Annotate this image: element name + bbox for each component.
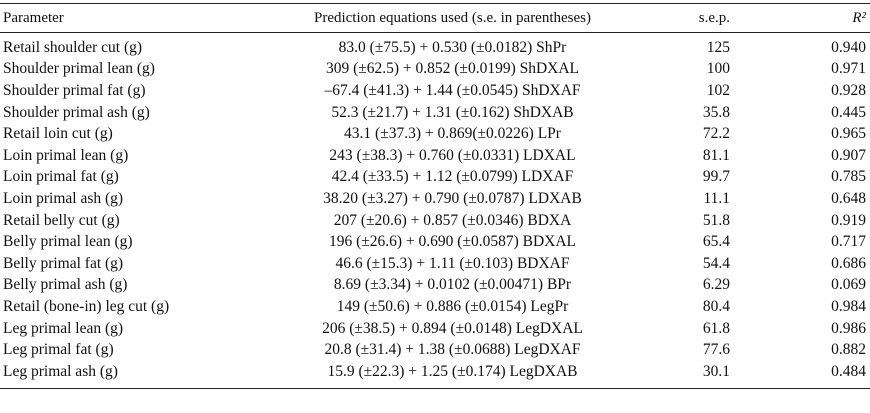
table-row: Retail (bone-in) leg cut (g) 149 (±50.6) … <box>0 296 870 318</box>
table-cell: Belly primal fat (g) <box>3 254 124 272</box>
table-cell: 0.971 <box>831 60 866 78</box>
table-row: Retail belly cut (g) 207 (±20.6) + 0.857 … <box>0 210 870 232</box>
table-cell: 30.1 <box>702 362 730 380</box>
table-cell: Loin primal fat (g) <box>3 168 119 186</box>
table-cell: Leg primal lean (g) <box>3 319 124 337</box>
header-cell: Parameter <box>0 3 275 33</box>
table-cell: 207 (±20.6) + 0.857 (±0.0346) BDXA <box>333 211 572 229</box>
table-cell: 54.4 <box>702 254 730 272</box>
table-cell: 42.4 (±33.5) + 1.12 (±0.0799) LDXAF <box>331 168 574 186</box>
table-cell: Shoulder primal ash (g) <box>3 103 150 121</box>
table-row: Belly primal fat (g) 46.6 (±15.3) + 1.11 … <box>0 253 870 275</box>
table-row: Leg primal lean (g) 206 (±38.5) + 0.894 (… <box>0 318 870 340</box>
table-row: Shoulder primal fat (g) –67.4 (±41.3) + 1… <box>0 80 870 102</box>
table-body: Retail shoulder cut (g) 83.0 (±75.5) + 0.… <box>0 33 870 389</box>
table-cell: 0.940 <box>831 38 866 56</box>
table-cell: Loin primal ash (g) <box>3 189 124 207</box>
table-cell: Retail belly cut (g) <box>3 211 120 229</box>
table-cell: 100 <box>706 60 730 78</box>
table-cell: 0.919 <box>831 211 866 229</box>
table-cell: Retail shoulder cut (g) <box>3 38 143 56</box>
table-row: Belly primal lean (g) 196 (±26.6) + 0.690… <box>0 231 870 253</box>
table-row: Loin primal ash (g) 38.20 (±3.27) + 0.790… <box>0 188 870 210</box>
table-row: Leg primal fat (g) 20.8 (±31.4) + 1.38 (±… <box>0 339 870 361</box>
table-cell: 309 (±62.5) + 0.852 (±0.0199) ShDXAL <box>325 60 580 78</box>
table-cell: 206 (±38.5) + 0.894 (±0.0148) LegDXAL <box>322 319 583 337</box>
table-cell: Loin primal lean (g) <box>3 146 129 164</box>
table-cell: 0.928 <box>831 81 866 99</box>
table-cell: 65.4 <box>702 233 730 251</box>
table-cell: 35.8 <box>702 103 730 121</box>
table-cell: 51.8 <box>702 211 730 229</box>
table-cell: 8.69 (±3.34) + 0.0102 (±0.00471) BPr <box>333 276 572 294</box>
table-cell: Belly primal ash (g) <box>3 276 128 294</box>
table-cell: 6.29 <box>702 276 730 294</box>
table-cell: Retail (bone-in) leg cut (g) <box>3 297 170 315</box>
table-cell: 11.1 <box>703 189 730 207</box>
table-row: Retail loin cut (g) 43.1 (±37.3) + 0.869(… <box>0 123 870 145</box>
table-cell: 83.0 (±75.5) + 0.530 (±0.0182) ShPr <box>338 38 567 56</box>
table-cell: 52.3 (±21.7) + 1.31 (±0.162) ShDXAB <box>331 103 574 121</box>
table-row: Leg primal ash (g) 15.9 (±22.3) + 1.25 (±… <box>0 361 870 388</box>
table-cell: 243 (±38.3) + 0.760 (±0.0331) LDXAL <box>329 146 576 164</box>
table-cell: 80.4 <box>702 297 730 315</box>
table-row: Shoulder primal lean (g) 309 (±62.5) + 0.… <box>0 59 870 81</box>
table-cell: 0.882 <box>831 341 866 359</box>
table-cell: Shoulder primal fat (g) <box>3 81 146 99</box>
table-cell: Leg primal ash (g) <box>3 362 118 380</box>
header-cell: Prediction equations used (s.e. in paren… <box>275 3 630 33</box>
header-cell: R² <box>730 3 870 33</box>
table-cell: 77.6 <box>702 341 730 359</box>
table-cell: 38.20 (±3.27) + 0.790 (±0.0787) LDXAB <box>323 189 582 207</box>
table-cell: 20.8 (±31.4) + 1.38 (±0.0688) LegDXAF <box>324 341 581 359</box>
table-cell: Belly primal lean (g) <box>3 233 133 251</box>
table-cell: 0.965 <box>831 125 866 143</box>
table-cell: 0.484 <box>831 362 866 380</box>
table-row: Retail shoulder cut (g) 83.0 (±75.5) + 0.… <box>0 33 870 59</box>
table-cell: 61.8 <box>702 319 730 337</box>
table-cell: Shoulder primal lean (g) <box>3 60 155 78</box>
table-cell: 0.069 <box>831 276 866 294</box>
table-row: Loin primal fat (g) 42.4 (±33.5) + 1.12 (… <box>0 167 870 189</box>
table-cell: 0.984 <box>831 297 866 315</box>
table-cell: 0.648 <box>831 189 866 207</box>
table-row: Shoulder primal ash (g) 52.3 (±21.7) + 1.… <box>0 102 870 124</box>
table-cell: 196 (±26.6) + 0.690 (±0.0587) BDXAL <box>328 233 577 251</box>
header-row: Parameter Prediction equations used (s.e.… <box>0 3 870 33</box>
header-cell: s.e.p. <box>630 3 730 33</box>
table-cell: 0.445 <box>831 103 866 121</box>
table-cell: 0.686 <box>831 254 866 272</box>
data-table: Parameter Prediction equations used (s.e.… <box>0 3 870 389</box>
table-cell: 125 <box>706 38 730 56</box>
table-cell: 15.9 (±22.3) + 1.25 (±0.174) LegDXAB <box>327 362 578 380</box>
table-cell: 0.785 <box>831 168 866 186</box>
table-row: Loin primal lean (g) 243 (±38.3) + 0.760 … <box>0 145 870 167</box>
table-cell: 43.1 (±37.3) + 0.869(±0.0226) LPr <box>344 125 561 143</box>
table-cell: Retail loin cut (g) <box>3 125 113 143</box>
table-cell: 0.717 <box>831 233 866 251</box>
table-cell: 72.2 <box>702 125 730 143</box>
table-cell: 102 <box>706 81 730 99</box>
table-cell: Leg primal fat (g) <box>3 341 114 359</box>
table-cell: –67.4 (±41.3) + 1.44 (±0.0545) ShDXAF <box>324 81 581 99</box>
table-cell: 149 (±50.6) + 0.886 (±0.0154) LegPr <box>336 297 569 315</box>
table-cell: 0.986 <box>831 319 866 337</box>
table-row: Belly primal ash (g) 8.69 (±3.34) + 0.010… <box>0 275 870 297</box>
table-cell: 99.7 <box>702 168 730 186</box>
table-cell: 46.6 (±15.3) + 1.11 (±0.103) BDXAF <box>335 254 570 272</box>
table-cell: 81.1 <box>702 146 730 164</box>
table-cell: 0.907 <box>831 146 866 164</box>
